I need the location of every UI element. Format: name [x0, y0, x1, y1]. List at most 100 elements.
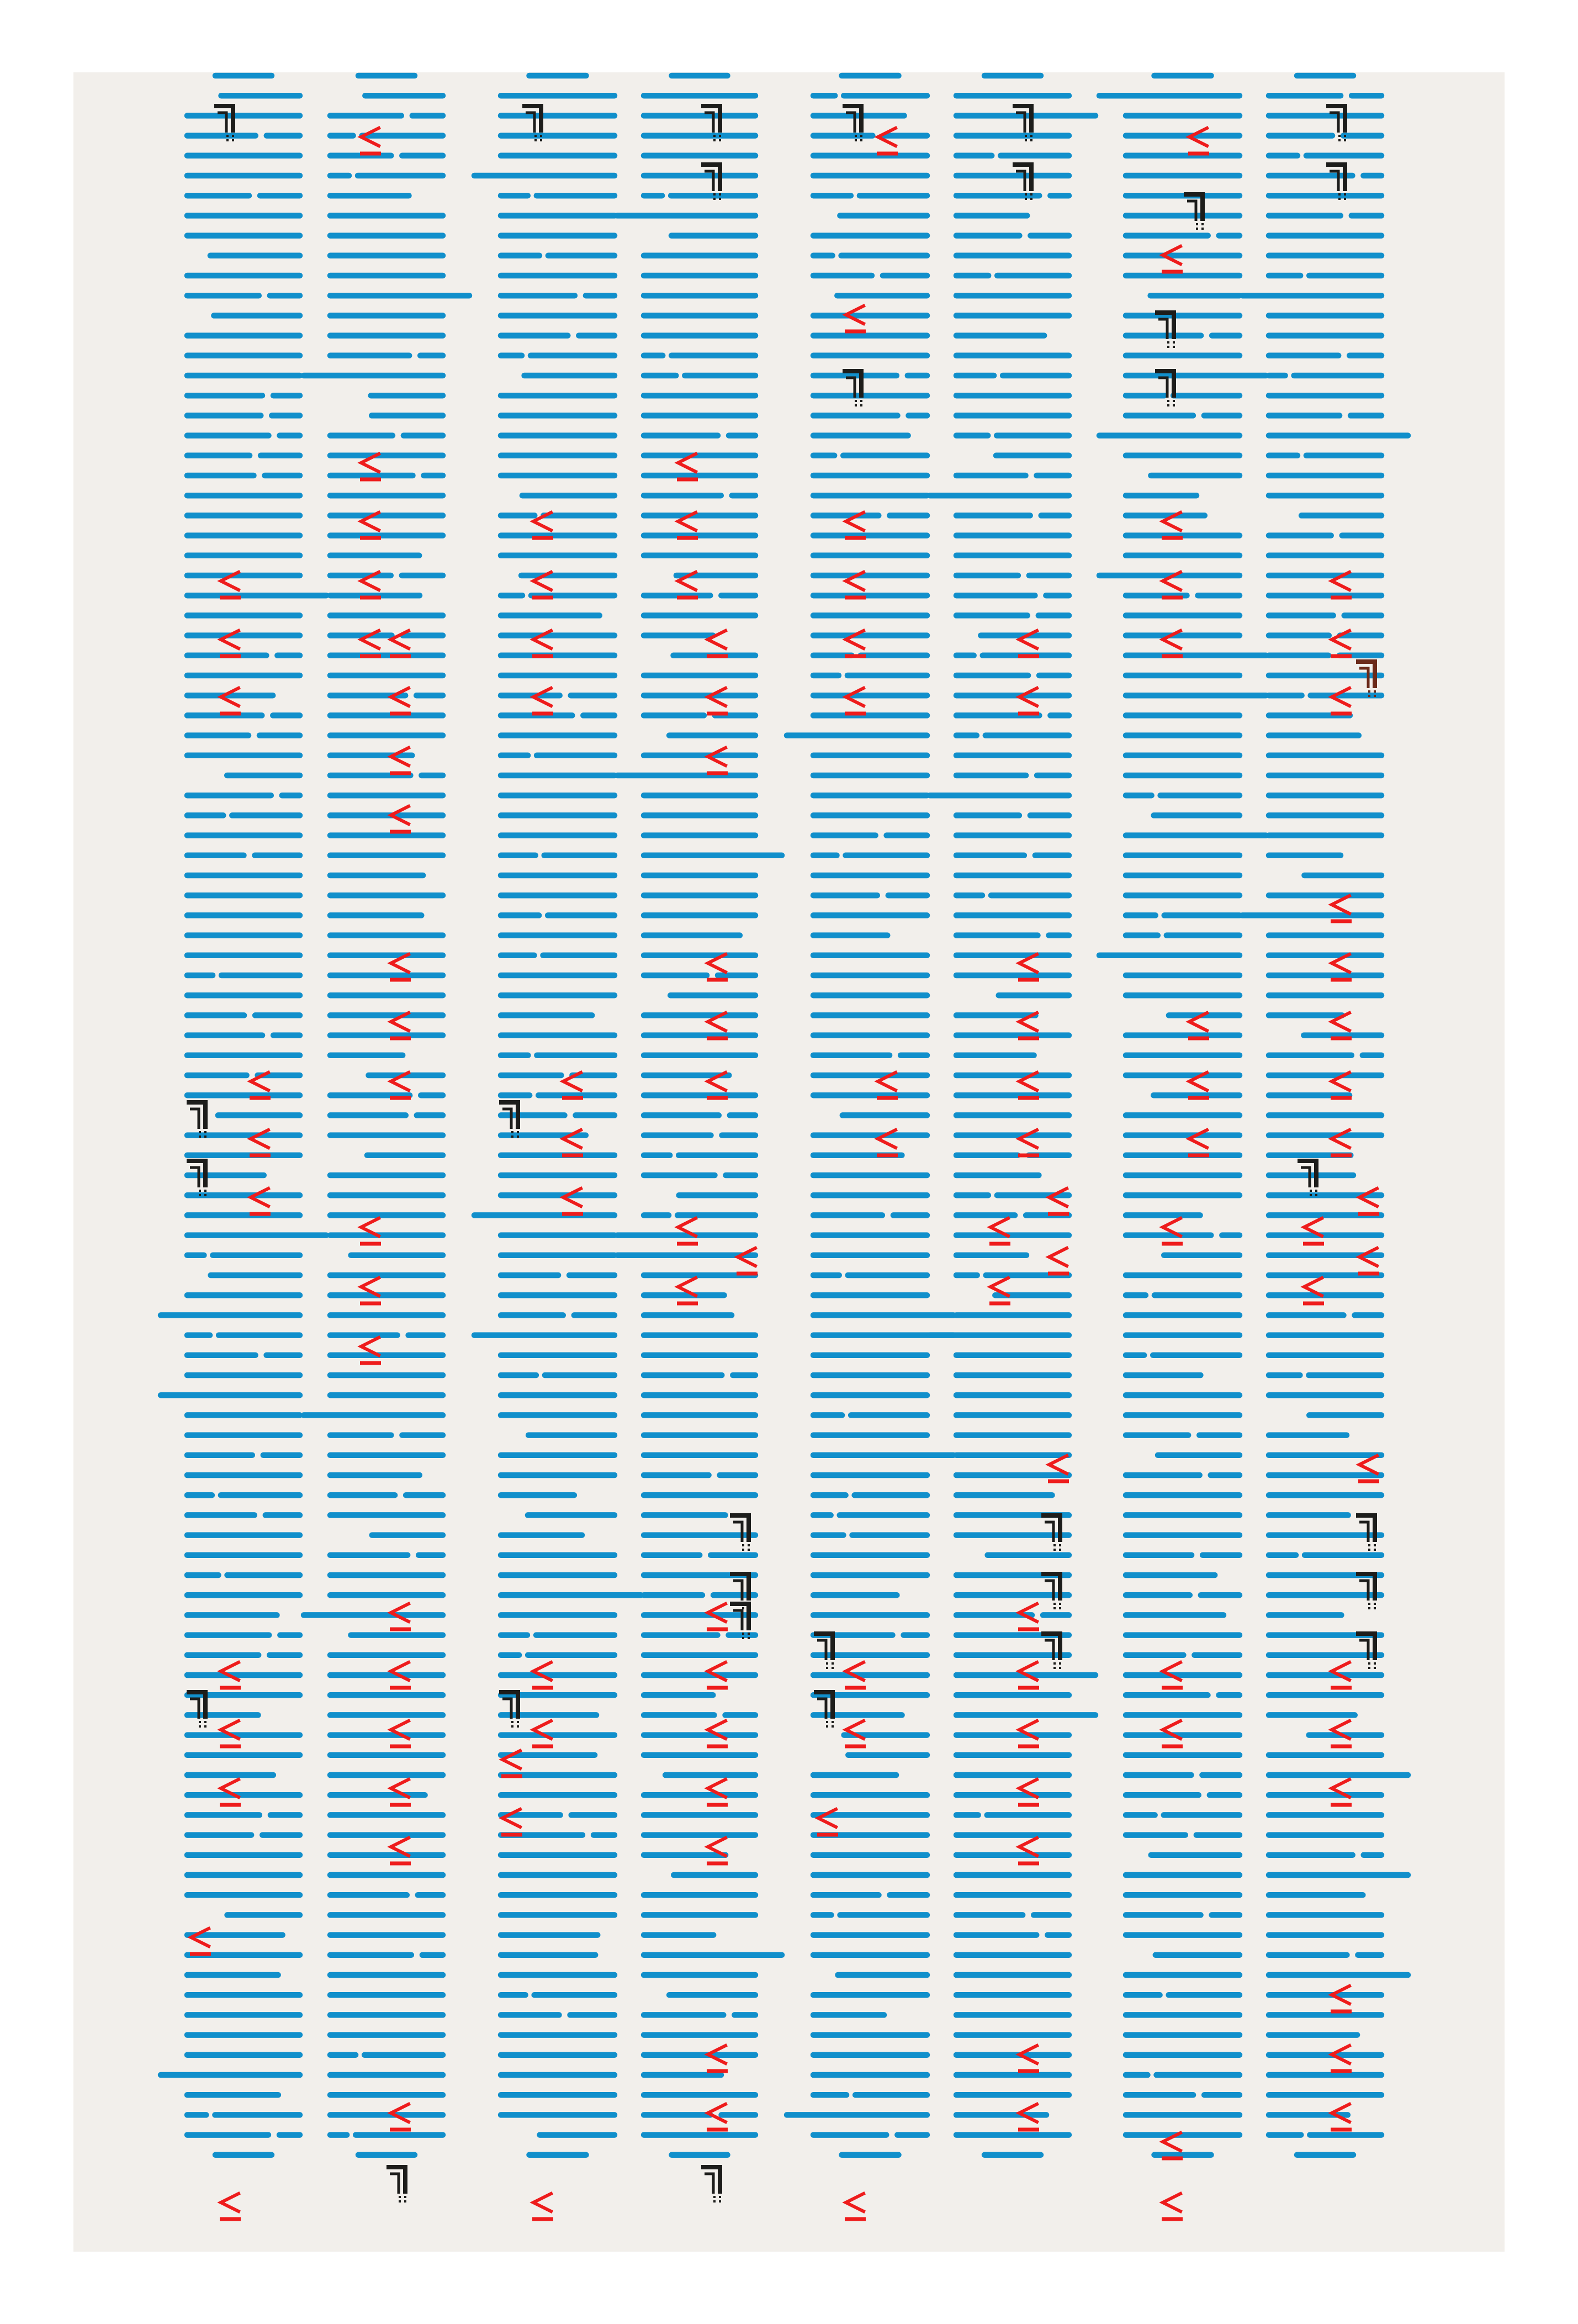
less-than-mark — [247, 1070, 271, 1100]
less-than-mark — [674, 451, 698, 482]
less-than-mark — [1328, 1718, 1352, 1749]
less-than-mark — [387, 1718, 411, 1749]
less-than-mark — [529, 569, 554, 600]
less-than-mark — [842, 569, 866, 600]
less-than-mark — [217, 628, 241, 658]
less-than-mark — [1185, 1127, 1210, 1158]
less-than-mark — [1045, 1186, 1069, 1216]
less-than-mark — [387, 628, 411, 658]
less-than-mark — [387, 1777, 411, 1807]
less-than-mark — [1328, 569, 1352, 600]
less-than-mark — [842, 1718, 866, 1749]
less-than-mark — [387, 1835, 411, 1866]
less-than-mark — [1015, 685, 1040, 716]
less-than-mark — [842, 685, 866, 716]
less-than-mark — [1328, 1010, 1352, 1040]
bracket-mark — [499, 1690, 520, 1730]
less-than-mark — [1328, 1660, 1352, 1690]
less-than-mark — [734, 1245, 758, 1276]
less-than-mark — [499, 1807, 523, 1837]
less-than-mark — [1159, 569, 1183, 600]
less-than-mark — [529, 1660, 554, 1690]
less-than-mark — [1328, 628, 1352, 658]
less-than-mark — [247, 1127, 271, 1158]
bracket-mark — [522, 104, 543, 144]
less-than-mark — [842, 1660, 866, 1690]
less-than-mark — [704, 2043, 728, 2073]
less-than-mark — [674, 1275, 698, 1306]
less-than-mark — [387, 804, 411, 834]
less-than-mark — [187, 1926, 211, 1956]
less-than-mark — [357, 1216, 382, 1246]
bracket-mark — [214, 104, 235, 144]
less-than-mark — [1159, 510, 1183, 540]
less-than-mark — [704, 745, 728, 775]
less-than-mark — [874, 1127, 898, 1158]
less-than-mark — [1159, 244, 1183, 274]
bracket-mark — [1155, 369, 1176, 409]
less-than-mark — [1159, 2130, 1183, 2161]
bracket-mark — [1326, 104, 1347, 144]
less-than-mark — [1015, 2101, 1040, 2132]
less-than-mark — [1015, 1010, 1040, 1040]
bracket-mark — [1184, 192, 1205, 232]
less-than-mark — [814, 1807, 839, 1837]
bracket-mark — [730, 1602, 751, 1641]
bracket-mark — [701, 162, 722, 202]
less-than-mark — [674, 569, 698, 600]
less-than-mark — [1328, 893, 1352, 923]
less-than-mark — [1328, 1983, 1352, 2014]
less-than-mark — [704, 2101, 728, 2132]
less-than-mark — [1015, 628, 1040, 658]
less-than-mark — [559, 1127, 584, 1158]
less-than-mark — [387, 745, 411, 775]
less-than-mark — [387, 952, 411, 982]
less-than-mark — [217, 1718, 241, 1749]
less-than-mark — [1015, 2043, 1040, 2073]
less-than-mark — [1045, 1453, 1069, 1483]
less-than-mark — [704, 1070, 728, 1100]
less-than-mark — [1328, 2043, 1352, 2073]
less-than-mark — [987, 1275, 1011, 1306]
less-than-mark — [387, 2101, 411, 2132]
bracket-mark — [814, 1690, 835, 1730]
less-than-mark — [1159, 1216, 1183, 1246]
less-than-mark — [1159, 628, 1183, 658]
less-than-mark — [1185, 1070, 1210, 1100]
less-than-mark — [559, 1070, 584, 1100]
less-than-mark — [1015, 1127, 1040, 1158]
less-than-mark — [1328, 2101, 1352, 2132]
less-than-mark — [704, 1660, 728, 1690]
less-than-mark — [217, 2191, 241, 2221]
bracket-mark — [1041, 1631, 1062, 1671]
less-than-mark — [842, 2191, 866, 2221]
less-than-mark — [357, 451, 382, 482]
bracket-mark — [187, 1690, 208, 1730]
less-than-mark — [1015, 1835, 1040, 1866]
less-than-mark — [704, 685, 728, 716]
bracket-mark — [187, 1100, 208, 1140]
less-than-mark — [387, 1601, 411, 1631]
less-than-mark — [387, 685, 411, 716]
less-than-mark — [1300, 1275, 1325, 1306]
less-than-mark — [704, 628, 728, 658]
bracket-mark — [814, 1631, 835, 1671]
bracket-mark — [1356, 1513, 1377, 1553]
less-than-mark — [499, 1748, 523, 1778]
less-than-mark — [1015, 1070, 1040, 1100]
less-than-mark — [217, 1660, 241, 1690]
less-than-mark — [874, 1070, 898, 1100]
less-than-mark — [357, 1275, 382, 1306]
less-than-mark — [529, 2191, 554, 2221]
less-than-mark — [1328, 1070, 1352, 1100]
less-than-mark — [1015, 1601, 1040, 1631]
bracket-mark — [730, 1513, 751, 1553]
less-than-mark — [704, 1601, 728, 1631]
paper-background — [73, 72, 1505, 2252]
bracket-mark — [1326, 162, 1347, 202]
less-than-mark — [704, 1010, 728, 1040]
bracket-mark — [386, 2165, 407, 2205]
less-than-mark — [217, 569, 241, 600]
bracket-mark — [1013, 104, 1034, 144]
